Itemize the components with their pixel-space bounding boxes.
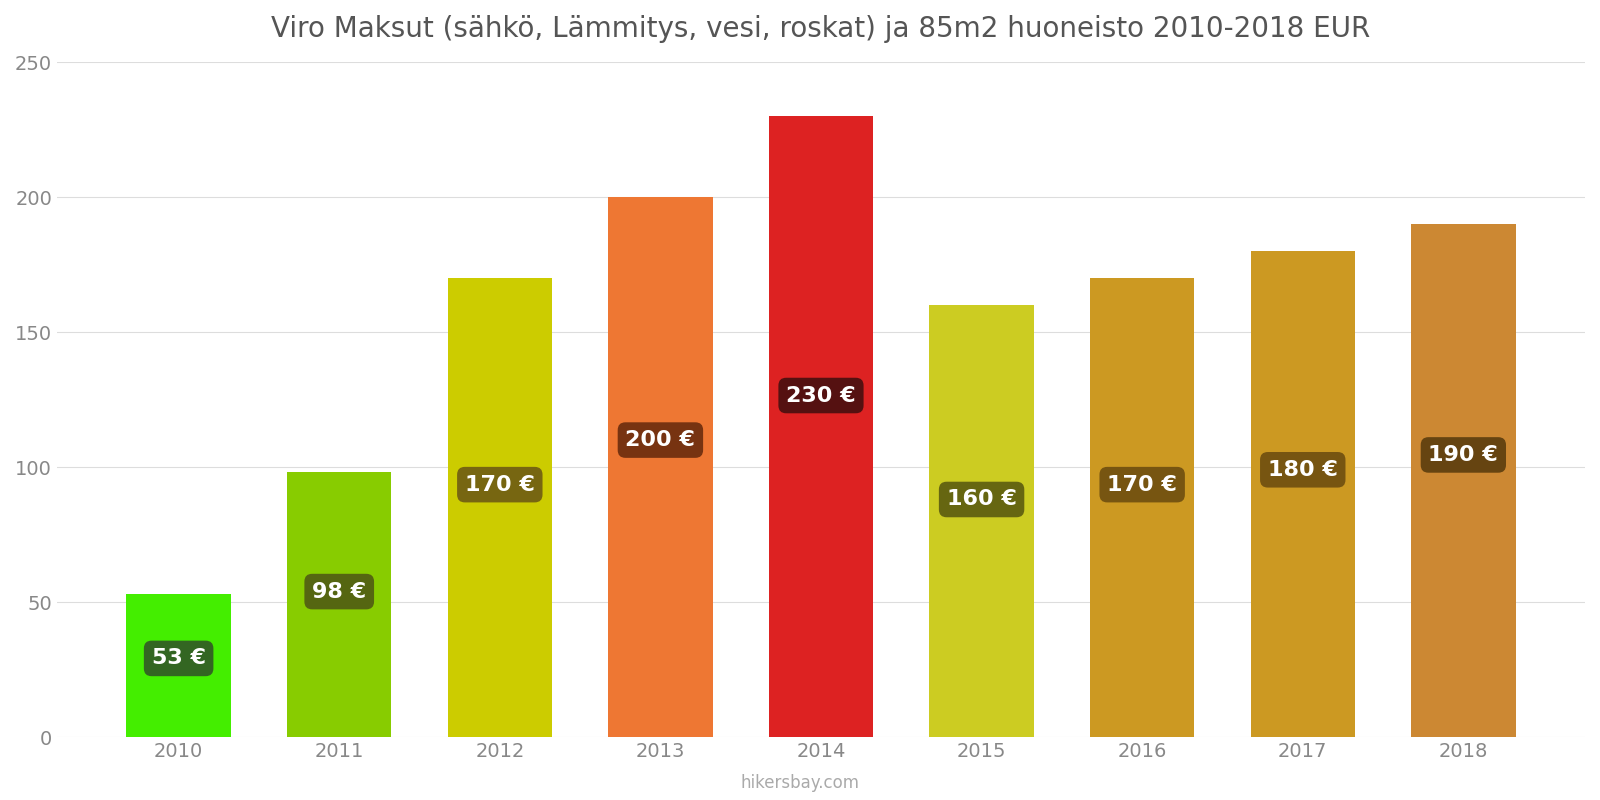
Text: 230 €: 230 € (786, 386, 856, 406)
Bar (126, 594, 230, 737)
Text: 180 €: 180 € (1267, 460, 1338, 480)
Text: 170 €: 170 € (1107, 474, 1178, 494)
Bar (286, 473, 392, 737)
Bar (448, 278, 552, 737)
Text: 170 €: 170 € (466, 474, 534, 494)
Bar (1411, 224, 1515, 737)
Bar (608, 197, 712, 737)
Bar (1090, 278, 1194, 737)
Title: Viro Maksut (sähkö, Lämmitys, vesi, roskat) ja 85m2 huoneisto 2010-2018 EUR: Viro Maksut (sähkö, Lämmitys, vesi, rosk… (272, 15, 1371, 43)
Text: 200 €: 200 € (626, 430, 696, 450)
Bar (930, 305, 1034, 737)
Text: 190 €: 190 € (1429, 445, 1498, 465)
Text: 53 €: 53 € (152, 649, 206, 669)
Text: hikersbay.com: hikersbay.com (741, 774, 859, 792)
Text: 98 €: 98 € (312, 582, 366, 602)
Bar (770, 116, 874, 737)
Bar (1251, 251, 1355, 737)
Text: 160 €: 160 € (947, 490, 1016, 510)
